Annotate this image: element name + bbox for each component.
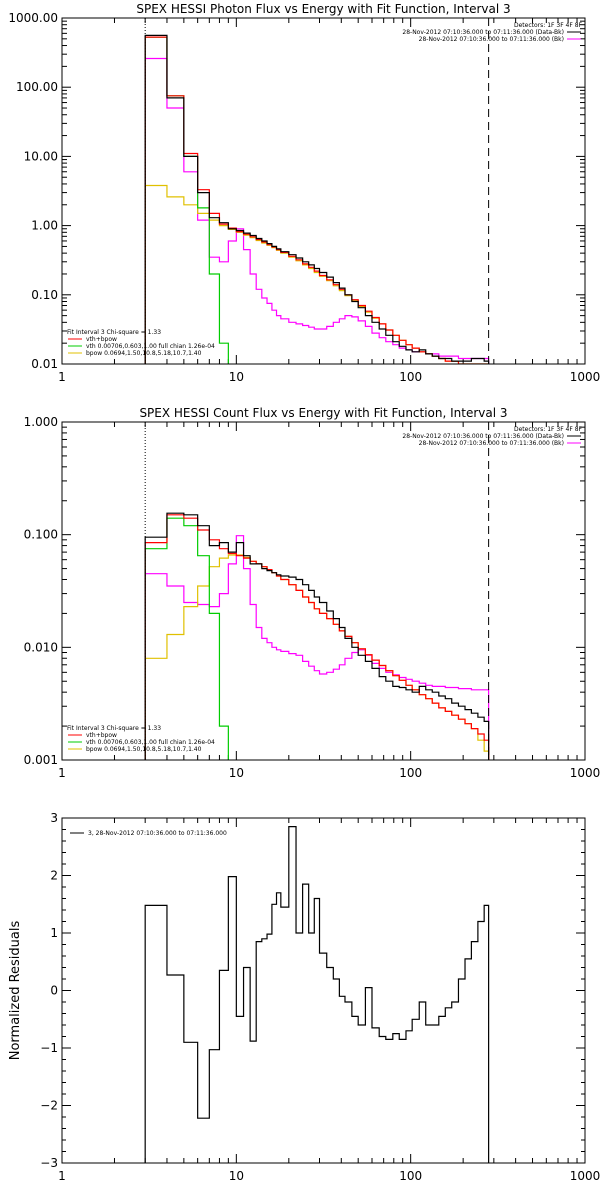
x-tick-label: 10 [229,370,244,384]
plot-area [144,512,490,760]
x-tick-label: 10 [229,1169,244,1183]
legend-entry: Fit Interval 3 Chi-square = 1.33 [67,329,161,336]
chart-panel-1: SPEX HESSI Photon Flux vs Energy with Fi… [8,2,600,384]
chart-title: SPEX HESSI Count Flux vs Energy with Fit… [139,406,507,420]
series-line-vth [144,36,229,364]
x-tick-label: 1000 [570,1169,600,1183]
y-tick-label: −3 [40,1156,58,1170]
legend-entry: Detectors: 1F 3F 4F 8F [514,426,583,433]
y-tick-label: 1000.00 [8,11,58,25]
plot-area [144,34,490,364]
legend-entry: 28-Nov-2012 07:10:36.000 to 07:11:36.000… [402,433,564,440]
plot-frame [61,817,586,1164]
series-line--bk- [144,57,490,364]
x-tick-label: 10 [229,766,244,780]
y-tick-label: −2 [40,1099,58,1113]
y-tick-label: 1.00 [31,219,58,233]
y-tick-label: 0.100 [24,528,58,542]
plot-frame [61,421,586,761]
series-line-vth-bpow [144,514,490,760]
chart-title: SPEX HESSI Photon Flux vs Energy with Fi… [136,2,510,16]
chart-panel-2: SPEX HESSI Count Flux vs Energy with Fit… [24,406,600,780]
y-tick-label: 1.000 [24,415,58,429]
y-tick-label: 2 [50,869,58,883]
y-tick-label: 100.00 [16,80,58,94]
legend-entry: vth+bpow [86,336,117,343]
series-line--data-bk- [144,512,490,760]
legend-entry: vth 0.00706,0.603,1.00 full chian 1.26e-… [86,343,215,350]
x-tick-label: 1000 [570,766,600,780]
series-line-bpow [144,184,490,364]
y-tick-label: 1 [50,926,58,940]
y-tick-label: 0.010 [24,640,58,654]
legend-entry: 28-Nov-2012 07:10:36.000 to 07:11:36.000… [419,36,564,43]
series-line-3-28-nov-2012-07-10-36-000-to-07-11-36-000 [144,826,490,1163]
y-tick-label: 0.01 [31,357,58,371]
x-tick-label: 100 [399,370,422,384]
x-tick-label: 1 [58,766,66,780]
y-tick-label: 10.00 [24,149,58,163]
y-tick-label: −1 [40,1041,58,1055]
legend-entry: bpow 0.0694,1.50,10.8,5.18,10.7,1.40 [86,350,202,357]
y-axis-label: Normalized Residuals [8,921,23,1061]
series-line-vth-bpow [144,36,490,364]
legend-entry: 3, 28-Nov-2012 07:10:36.000 to 07:11:36.… [88,830,227,837]
y-tick-label: 3 [50,811,58,825]
x-tick-label: 1 [58,370,66,384]
plot-area [144,826,490,1163]
x-tick-label: 100 [399,1169,422,1183]
series-line-vth [144,517,229,760]
legend-entry: Detectors: 1F 3F 4F 8F [514,22,583,29]
legend-entry: vth+bpow [86,732,117,739]
x-tick-label: 1000 [570,370,600,384]
y-tick-label: 0.10 [31,288,58,302]
legend-entry: 28-Nov-2012 07:10:36.000 to 07:11:36.000… [419,440,564,447]
y-tick-label: 0.001 [24,753,58,767]
series-line-bpow [144,554,490,760]
y-tick-label: 0 [50,984,58,998]
legend-entry: Fit Interval 3 Chi-square = 1.33 [67,725,161,732]
legend-entry: vth 0.00706,0.603,1.00 full chian 1.26e-… [86,739,215,746]
plot-frame [61,17,586,365]
series-line--bk- [144,535,490,760]
legend-entry: bpow 0.0694,1.50,10.8,5.18,10.7,1.40 [86,746,202,753]
legend-entry: 28-Nov-2012 07:10:36.000 to 07:11:36.000… [402,29,564,36]
series-line--data-bk- [144,34,490,364]
x-tick-label: 100 [399,766,422,780]
x-tick-label: 1 [58,1169,66,1183]
